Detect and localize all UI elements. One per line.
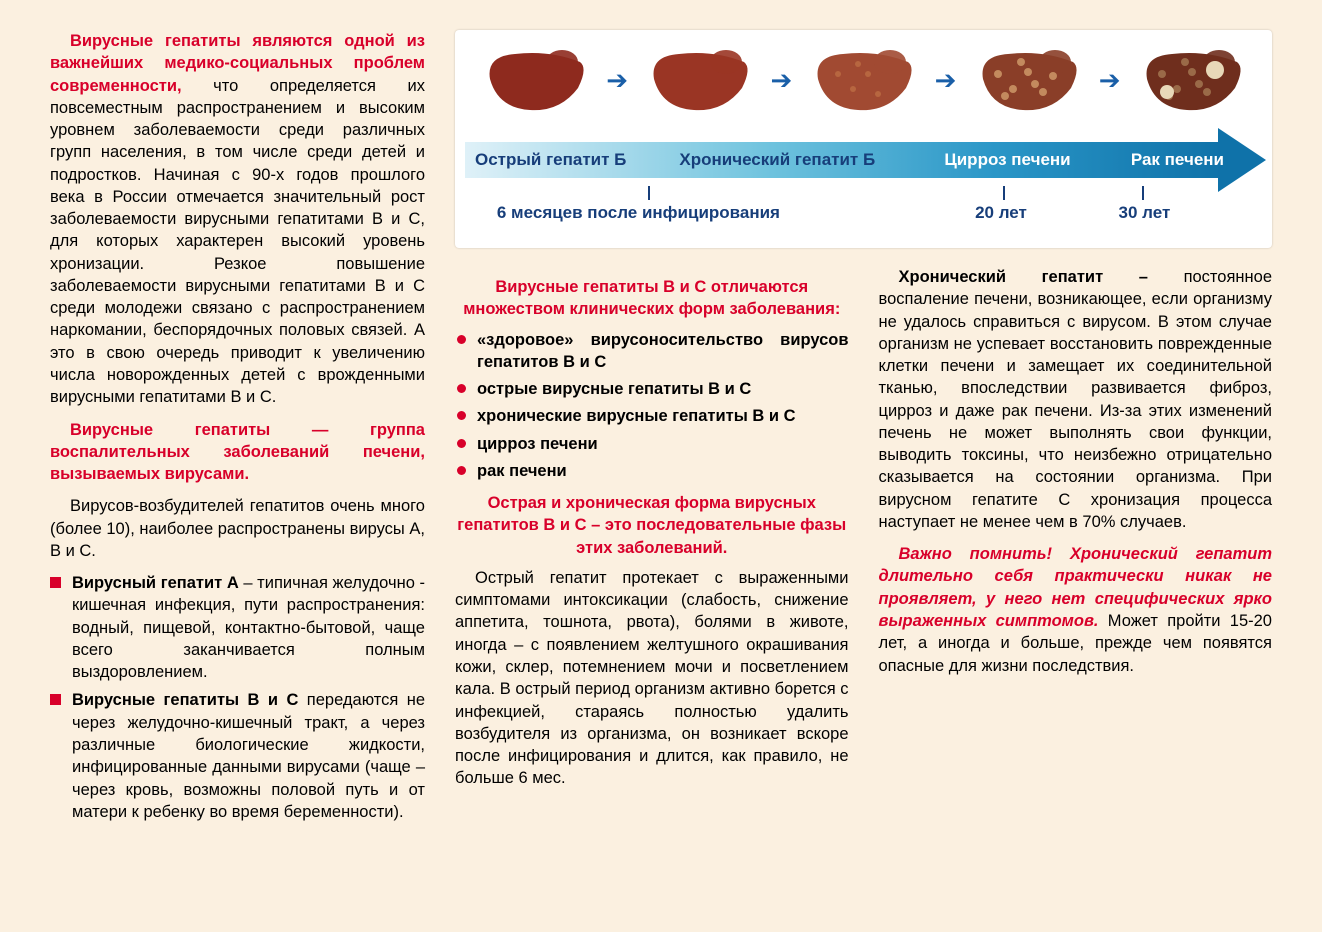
list-item: острые вирусные гепатиты В и С <box>455 378 849 400</box>
stage-label: Острый гепатит Б <box>475 149 679 172</box>
arrow-icon: ➔ <box>935 63 957 98</box>
list-item: Вирусные гепатиты В и С передаются не че… <box>50 689 425 823</box>
li-bold: Вирусные гепатиты В и С <box>72 691 298 709</box>
stage-label: Цирроз печени <box>944 149 1111 172</box>
progression-diagram: ➔ ➔ ➔ ➔ <box>455 30 1272 248</box>
timeline-arrow: Острый гепатит Б Хронический гепатит Б Ц… <box>465 132 1262 188</box>
liver-icon <box>1137 44 1247 118</box>
time-marks: 6 месяцев после инфицирования 20 лет 30 … <box>465 188 1262 228</box>
time-mark: 20 лет <box>975 202 1027 225</box>
mid-p1: Острый гепатит протекает с выраженными с… <box>455 567 849 790</box>
right-p1-body: постоянное воспаление печени, возникающе… <box>879 268 1273 531</box>
time-mark: 6 месяцев после инфицирования <box>497 202 780 225</box>
right-p1-lead: Хронический гепатит – <box>899 268 1148 286</box>
time-mark: 30 лет <box>1119 202 1171 225</box>
list-item: хронические вирусные гепатиты В и С <box>455 405 849 427</box>
liver-row: ➔ ➔ ➔ ➔ <box>465 40 1262 126</box>
forms-list: «здоровое» вирусоносительство вирусов ге… <box>455 329 849 483</box>
lower-columns: Вирусные гепатиты В и С отличаются множе… <box>455 266 1272 902</box>
stage-label: Рак печени <box>1111 149 1232 172</box>
left-p3: Вирусов-возбудителей гепатитов очень мно… <box>50 495 425 562</box>
mid-heading-2: Острая и хроническая форма вирусных гепа… <box>455 492 849 559</box>
liver-icon <box>808 44 918 118</box>
left-p1: Вирусные гепатиты являются одной из важн… <box>50 30 425 409</box>
left-p2: Вирусные гепатиты — группа воспалительны… <box>50 419 425 486</box>
liver-icon <box>480 44 590 118</box>
left-p1-body: что определяется их повсеместным распрос… <box>50 77 425 407</box>
arrow-icon: ➔ <box>1099 63 1121 98</box>
list-item: «здоровое» вирусоносительство вирусов ге… <box>455 329 849 374</box>
stage-label: Хронический гепатит Б <box>679 149 944 172</box>
right-p1: Хронический гепатит – постоянное воспале… <box>879 266 1273 533</box>
left-column: Вирусные гепатиты являются одной из важн… <box>50 30 425 902</box>
list-item: Вирусный гепатит А – типичная желудочно … <box>50 572 425 683</box>
list-item: цирроз печени <box>455 433 849 455</box>
left-list: Вирусный гепатит А – типичная желудочно … <box>50 572 425 823</box>
arrow-icon: ➔ <box>606 63 628 98</box>
li-bold: Вирусный гепатит А <box>72 574 239 592</box>
page-layout: Вирусные гепатиты являются одной из важн… <box>50 30 1272 902</box>
arrow-icon: ➔ <box>770 63 792 98</box>
rightmost-column: Хронический гепатит – постоянное воспале… <box>879 266 1273 902</box>
right-area: ➔ ➔ ➔ ➔ <box>455 30 1272 902</box>
list-item: рак печени <box>455 460 849 482</box>
liver-icon <box>973 44 1083 118</box>
li-rest: передаются не через желудочно-кишечный т… <box>72 691 425 820</box>
right-p2: Важно помнить! Хронический гепатит длите… <box>879 543 1273 677</box>
mid-heading-1: Вирусные гепатиты В и С отличаются множе… <box>455 276 849 321</box>
middle-column: Вирусные гепатиты В и С отличаются множе… <box>455 266 849 902</box>
liver-icon <box>644 44 754 118</box>
